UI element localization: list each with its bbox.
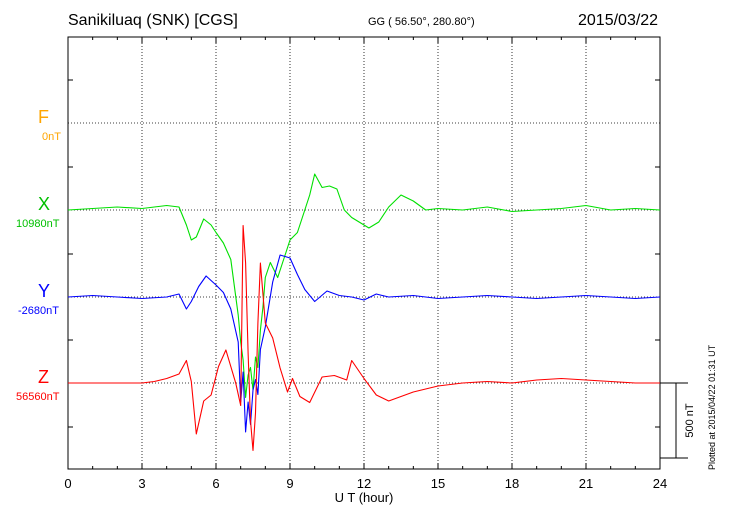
x-axis-label: U T (hour) [335,490,394,505]
x-tick-label: 0 [64,476,71,491]
component-y-letter: Y [38,281,51,301]
component-x-baseline: 10980nT [16,218,60,230]
series-group [67,173,661,452]
x-tick-label: 6 [212,476,219,491]
series-line-z [68,224,660,452]
component-f-letter: F [38,107,49,127]
x-tick-label: 3 [138,476,145,491]
chart-title: Sanikiluaq (SNK) [CGS] [68,12,238,29]
scale-bar: 500 nT [660,382,696,459]
x-ticks: 0 3 6 9 12 15 18 21 24 [64,37,667,491]
scale-bar-label: 500 nT [684,403,696,438]
x-tick-label: 21 [579,476,593,491]
x-tick-label: 15 [431,476,445,491]
component-z-baseline: 56560nT [16,391,60,403]
x-tick-label: 9 [286,476,293,491]
component-y-baseline: -2680nT [18,305,59,317]
x-tick-label: 24 [653,476,667,491]
x-tick-label: 12 [357,476,371,491]
date-label: 2015/03/22 [578,12,659,29]
component-x-letter: X [38,194,51,214]
x-tick-label: 18 [505,476,519,491]
series-line-y [67,254,661,433]
grid [68,37,660,469]
series-line-x [67,173,661,399]
component-z-letter: Z [38,367,49,387]
coordinates-label: GG ( 56.50°, 280.80°) [368,16,475,28]
component-f-baseline: 0nT [42,131,61,143]
